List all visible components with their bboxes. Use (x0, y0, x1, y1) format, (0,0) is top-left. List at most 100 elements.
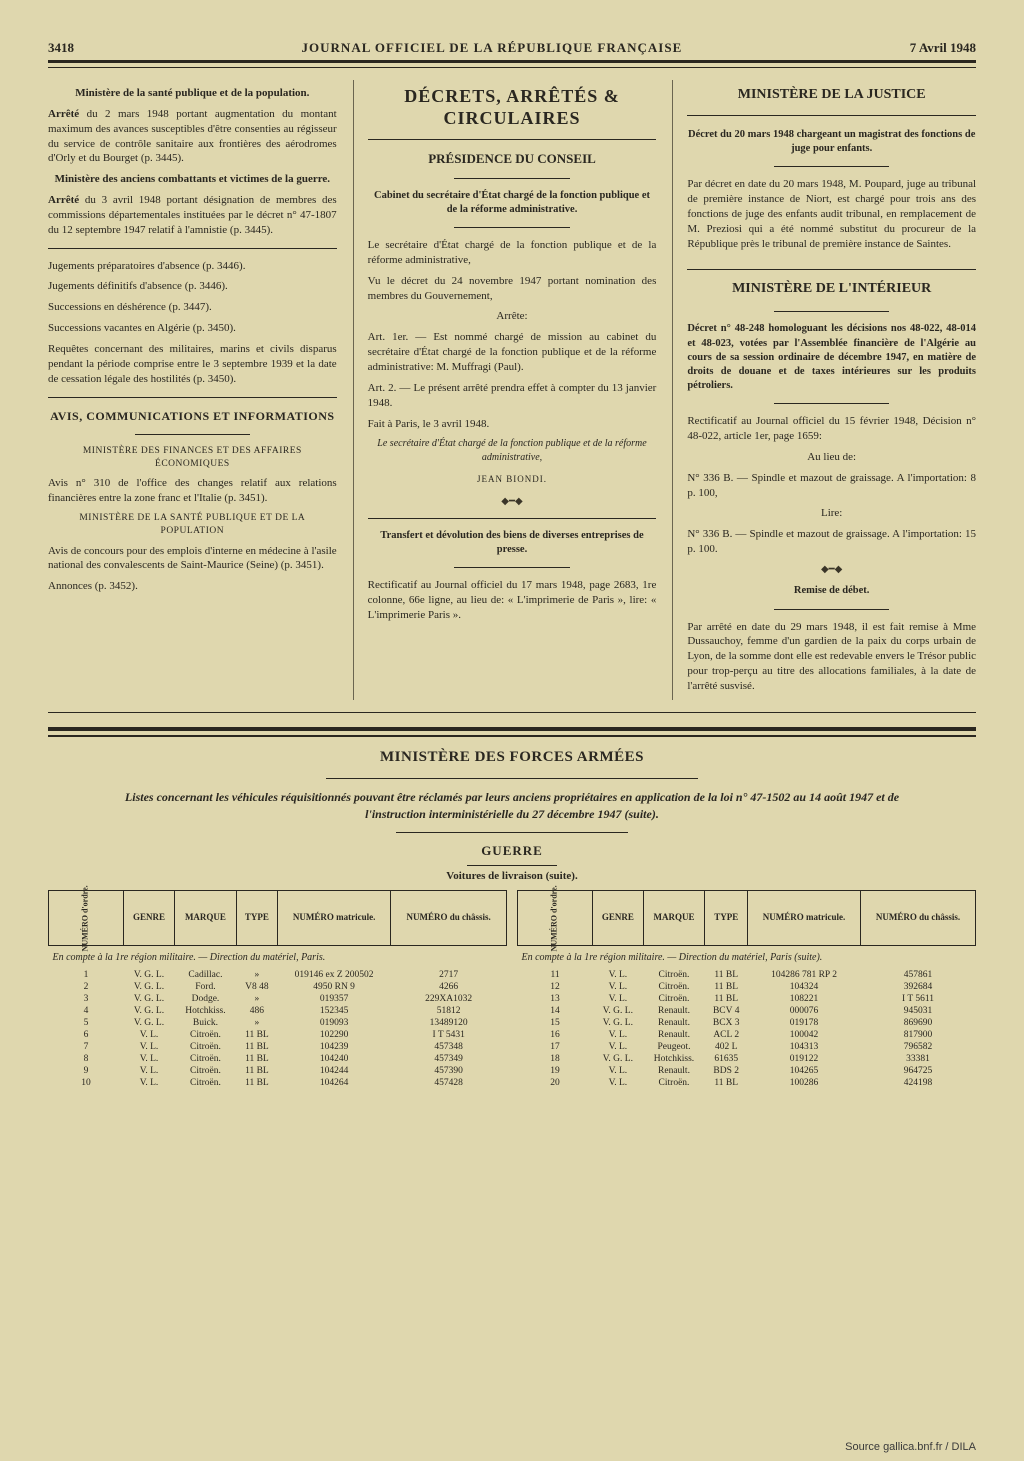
table-cell: » (236, 1017, 277, 1029)
table-cell: 817900 (860, 1029, 975, 1041)
body-para: Vu le décret du 24 novembre 1947 portant… (368, 274, 657, 304)
journal-title: JOURNAL OFFICIEL DE LA RÉPUBLIQUE FRANÇA… (74, 40, 910, 56)
table-cell: Citroën. (174, 1053, 236, 1065)
table-cell: V. G. L. (124, 969, 175, 981)
table-row: 11V. L.Citroën.11 BL104286 781 RP 245786… (518, 969, 976, 981)
table-row: 17V. L.Peugeot.402 L104313796582 (518, 1041, 976, 1053)
ministry-subheading: MINISTÈRE DES FINANCES ET DES AFFAIRES É… (48, 445, 337, 471)
signature-name: JEAN BIONDI. (368, 473, 657, 485)
table-cell: V. G. L. (593, 1017, 644, 1029)
col-type: TYPE (705, 891, 748, 946)
table-cell: I T 5611 (860, 993, 975, 1005)
table-cell: 11 BL (236, 1077, 277, 1089)
body-para: Le secrétaire d'État chargé de la foncti… (368, 238, 657, 268)
divider (774, 609, 889, 610)
table-row: 9V. L.Citroën.11 BL104244457390 (49, 1065, 507, 1077)
table-cell: 486 (236, 1005, 277, 1017)
region-row: En compte à la 1re région militaire. — D… (518, 946, 976, 970)
avis-item: Avis n° 310 de l'office des changes rela… (48, 476, 337, 506)
table-cell: Citroën. (643, 993, 705, 1005)
table-row: 7V. L.Citroën.11 BL104239457348 (49, 1041, 507, 1053)
decree-title: Décret du 20 mars 1948 chargeant un magi… (687, 128, 976, 156)
item-para: N° 336 B. — Spindle et mazout de graissa… (687, 471, 976, 501)
table-cell: 13489120 (391, 1017, 507, 1029)
table-row: 10V. L.Citroën.11 BL104264457428 (49, 1077, 507, 1089)
vehicles-table-right: NUMÉRO d'ordre. GENRE MARQUE TYPE NUMÉRO… (517, 890, 976, 1089)
col-matricule: NUMÉRO matricule. (748, 891, 861, 946)
table-cell: V. L. (124, 1041, 175, 1053)
presidence-title: PRÉSIDENCE DU CONSEIL (368, 150, 657, 168)
table-cell: V. G. L. (124, 981, 175, 993)
source-attribution: Source gallica.bnf.fr / DILA (845, 1441, 976, 1453)
divider (326, 778, 697, 779)
divider (454, 178, 569, 179)
table-cell: 4 (49, 1005, 124, 1017)
table-cell: Citroën. (174, 1029, 236, 1041)
table-cell: 019357 (277, 993, 390, 1005)
table-row: 18V. G. L.Hotchkiss.6163501912233381 (518, 1053, 976, 1065)
table-row: 3V. G. L.Dodge.»019357229XA1032 (49, 993, 507, 1005)
col-genre: GENRE (593, 891, 644, 946)
table-cell: ACL 2 (705, 1029, 748, 1041)
table-cell: » (236, 993, 277, 1005)
divider (135, 434, 250, 435)
table-cell: 019093 (277, 1017, 390, 1029)
table-cell: I T 5431 (391, 1029, 507, 1041)
table-cell: 457428 (391, 1077, 507, 1089)
table-cell: V. L. (593, 1041, 644, 1053)
ministry-subheading: MINISTÈRE DE LA SANTÉ PUBLIQUE ET DE LA … (48, 512, 337, 538)
table-cell: Hotchkiss. (174, 1005, 236, 1017)
page-number: 3418 (48, 40, 74, 56)
divider (368, 139, 657, 140)
divider (687, 269, 976, 270)
table-cell: 11 BL (236, 1065, 277, 1077)
body-para: Par décret en date du 20 mars 1948, M. P… (687, 177, 976, 251)
table-cell: Renault. (643, 1005, 705, 1017)
col-numero-ordre: NUMÉRO d'ordre. (49, 891, 124, 946)
forces-title: MINISTÈRE DES FORCES ARMÉES (48, 749, 976, 766)
interieur-title: MINISTÈRE DE L'INTÉRIEUR (687, 280, 976, 299)
table-row: 6V. L.Citroën.11 BL102290I T 5431 (49, 1029, 507, 1041)
arrete-label: Arrête: (368, 309, 657, 324)
decree-title: Décret n° 48-248 homologuant les décisio… (687, 322, 976, 393)
table-cell: 1 (49, 969, 124, 981)
decrets-title: DÉCRETS, ARRÊTÉS & CIRCULAIRES (368, 86, 657, 129)
divider (48, 248, 337, 249)
table-cell: 019122 (748, 1053, 861, 1065)
table-cell: 796582 (860, 1041, 975, 1053)
lead-word: Arrêté (48, 194, 79, 206)
table-cell: Peugeot. (643, 1041, 705, 1053)
table-cell: 104240 (277, 1053, 390, 1065)
table-cell: 18 (518, 1053, 593, 1065)
table-cell: V. L. (593, 1029, 644, 1041)
table-cell: 457861 (860, 969, 975, 981)
divider (454, 567, 569, 568)
table-cell: 104286 781 RP 2 (748, 969, 861, 981)
table-cell: 5 (49, 1017, 124, 1029)
divider (774, 403, 889, 404)
col-genre: GENRE (124, 891, 175, 946)
table-cell: 104264 (277, 1077, 390, 1089)
table-cell: V. G. L. (124, 1005, 175, 1017)
table-cell: Hotchkiss. (643, 1053, 705, 1065)
table-cell: V. L. (124, 1053, 175, 1065)
listes-intro: Listes concernant les véhicules réquisit… (98, 789, 926, 823)
table-row: 12V. L.Citroën.11 BL104324392684 (518, 981, 976, 993)
columns: Ministère de la santé publique et de la … (48, 80, 976, 713)
ministry-heading: Ministère de la santé publique et de la … (48, 86, 337, 101)
table-cell: Cadillac. (174, 969, 236, 981)
table-cell: 100042 (748, 1029, 861, 1041)
vehicles-table: NUMÉRO d'ordre. GENRE MARQUE TYPE NUMÉRO… (48, 890, 507, 1089)
item-para: N° 336 B. — Spindle et mazout de graissa… (687, 527, 976, 557)
vehicles-table-wrapper: NUMÉRO d'ordre. GENRE MARQUE TYPE NUMÉRO… (48, 890, 976, 1089)
table-cell: 20 (518, 1077, 593, 1089)
table-cell: Citroën. (643, 1077, 705, 1089)
table-cell: 9 (49, 1065, 124, 1077)
table-cell: 3 (49, 993, 124, 1005)
table-cell: Citroën. (174, 1041, 236, 1053)
table-row: 19V. L.Renault.BDS 2104265964725 (518, 1065, 976, 1077)
divider (774, 311, 889, 312)
table-cell: V. L. (124, 1065, 175, 1077)
article: Art. 2. — Le présent arrêté prendra effe… (368, 381, 657, 411)
table-cell: Renault. (643, 1065, 705, 1077)
